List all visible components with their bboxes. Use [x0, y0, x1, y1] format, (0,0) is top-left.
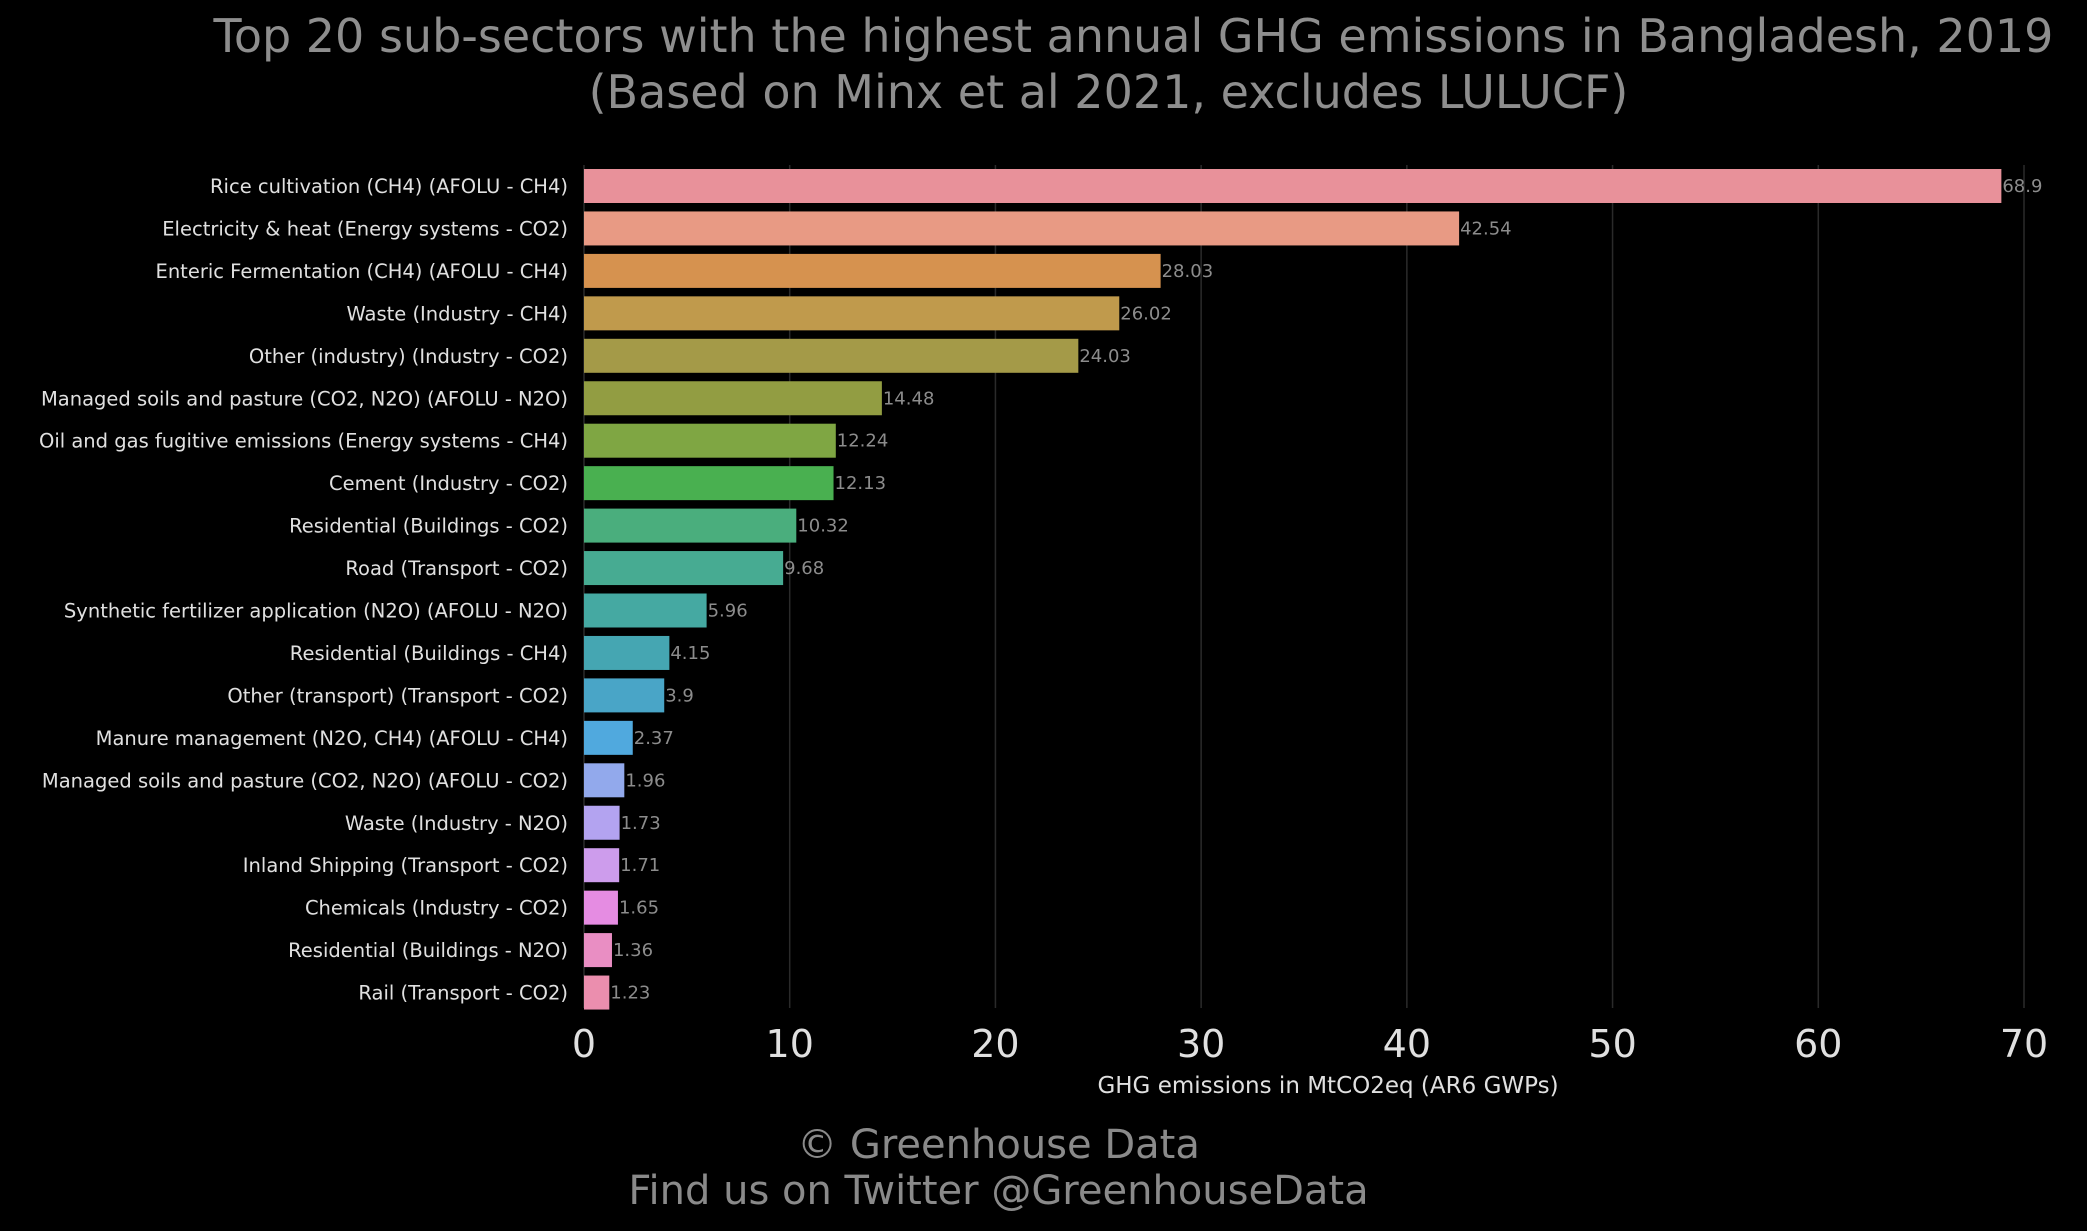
- category-label: Other (industry) (Industry - CO2): [249, 345, 568, 368]
- value-label: 1.65: [619, 898, 659, 919]
- value-label: 42.54: [1460, 218, 1512, 239]
- value-label: 14.48: [883, 388, 935, 409]
- bars: [584, 169, 2002, 1010]
- category-label: Cement (Industry - CO2): [329, 472, 568, 495]
- bar: [584, 805, 620, 840]
- bar: [584, 551, 784, 586]
- category-label: Synthetic fertilizer application (N2O) (…: [64, 600, 568, 623]
- category-label: Waste (Industry - N2O): [345, 812, 568, 835]
- category-label: Rail (Transport - CO2): [358, 982, 568, 1005]
- value-label: 68.9: [2002, 176, 2042, 197]
- category-label: Inland Shipping (Transport - CO2): [243, 854, 568, 877]
- bar: [584, 933, 612, 968]
- category-label: Chemicals (Industry - CO2): [305, 897, 568, 920]
- x-tick-label: 40: [1383, 1022, 1431, 1066]
- footer: © Greenhouse Data Find us on Twitter @Gr…: [0, 1122, 2087, 1214]
- category-label: Rice cultivation (CH4) (AFOLU - CH4): [210, 175, 568, 198]
- value-label: 12.24: [837, 431, 889, 452]
- chart-title-line1: Top 20 sub-sectors with the highest annu…: [213, 9, 2054, 63]
- x-tick-label: 20: [971, 1022, 1019, 1066]
- bar: [584, 296, 1120, 331]
- bar: [584, 211, 1460, 246]
- category-label: Road (Transport - CO2): [345, 557, 568, 580]
- bar: [584, 848, 620, 883]
- value-label: 1.36: [613, 940, 653, 961]
- value-label: 24.03: [1079, 346, 1131, 367]
- x-tick-label: 60: [1794, 1022, 1842, 1066]
- twitter-text: Find us on Twitter @GreenhouseData: [628, 1168, 1369, 1214]
- bar: [584, 381, 882, 416]
- bar: [584, 253, 1161, 288]
- category-label: Other (transport) (Transport - CO2): [227, 684, 568, 707]
- category-label: Oil and gas fugitive emissions (Energy s…: [39, 430, 568, 453]
- value-labels: 68.9 42.54 28.03 26.02 24.03 14.48 12.24 12.13 1…: [610, 176, 2042, 1004]
- value-label: 28.03: [1162, 261, 1214, 282]
- bar: [584, 466, 834, 501]
- value-label: 3.9: [665, 685, 694, 706]
- category-label: Residential (Buildings - N2O): [288, 939, 568, 962]
- chart-title: Top 20 sub-sectors with the highest annu…: [0, 8, 2087, 120]
- x-tick-label: 30: [1177, 1022, 1225, 1066]
- category-label: Enteric Fermentation (CH4) (AFOLU - CH4): [156, 260, 569, 283]
- bar: [584, 338, 1079, 373]
- bar: [584, 635, 670, 670]
- value-label: 9.68: [784, 558, 824, 579]
- copyright-text: © Greenhouse Data: [797, 1122, 1200, 1168]
- category-label: Residential (Buildings - CH4): [290, 642, 568, 665]
- x-axis-ticks: 0 10 20 30 40 50 60 70: [572, 1022, 2048, 1066]
- bar: [584, 975, 610, 1010]
- bar: [584, 890, 618, 925]
- category-label: Managed soils and pasture (CO2, N2O) (AF…: [42, 769, 568, 792]
- value-label: 10.32: [797, 516, 849, 537]
- value-label: 1.71: [620, 855, 660, 876]
- gridlines: [583, 165, 2025, 1008]
- category-label: Residential (Buildings - CO2): [289, 515, 568, 538]
- value-label: 4.15: [670, 643, 710, 664]
- value-label: 1.96: [625, 770, 665, 791]
- bar: [584, 763, 625, 798]
- bar: [584, 678, 665, 713]
- x-axis-label: GHG emissions in MtCO2eq (AR6 GWPs): [1097, 1073, 1558, 1099]
- bar: [584, 423, 836, 458]
- x-tick-label: 0: [572, 1022, 596, 1066]
- category-label: Manure management (N2O, CH4) (AFOLU - CH…: [96, 727, 568, 750]
- category-label: Electricity & heat (Energy systems - CO2…: [162, 217, 568, 240]
- x-tick-label: 70: [2000, 1022, 2048, 1066]
- bar: [584, 720, 633, 755]
- x-tick-label: 50: [1588, 1022, 1636, 1066]
- x-tick-label: 10: [766, 1022, 814, 1066]
- category-labels: Rice cultivation (CH4) (AFOLU - CH4) Elec…: [39, 175, 568, 1005]
- chart-subtitle: (Based on Minx et al 2021, excludes LULU…: [588, 65, 1629, 119]
- value-label: 2.37: [634, 728, 674, 749]
- value-label: 5.96: [708, 601, 748, 622]
- category-label: Waste (Industry - CH4): [346, 302, 568, 325]
- category-label: Managed soils and pasture (CO2, N2O) (AF…: [41, 387, 568, 410]
- bar: [584, 593, 707, 628]
- value-label: 26.02: [1120, 303, 1172, 324]
- value-label: 1.23: [610, 983, 650, 1004]
- value-label: 12.13: [835, 473, 887, 494]
- value-label: 1.73: [621, 813, 661, 834]
- bar: [584, 508, 797, 543]
- bar: [584, 169, 2002, 203]
